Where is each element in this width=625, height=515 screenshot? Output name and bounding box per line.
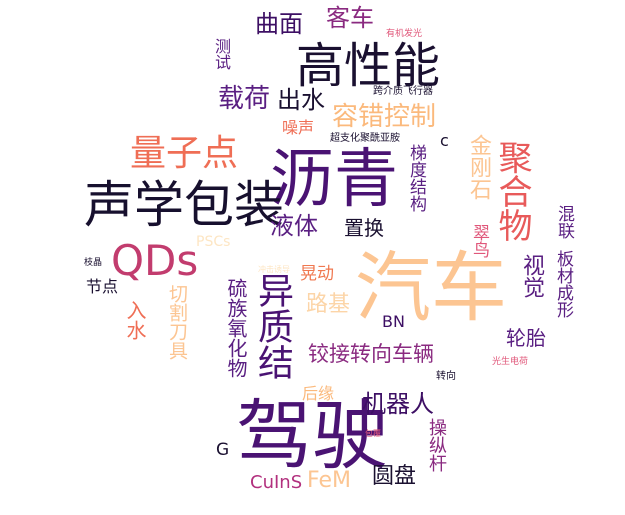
word-fem: FeM [307,468,351,493]
word-shengxue-baozhuang: 声学包装 [84,176,284,234]
word-gaoxingneng: 高性能 [296,38,441,94]
word-tidu-jiegou: 梯度结构 [406,144,426,212]
word-qds: QDs [111,236,199,285]
word-luntai: 轮胎 [506,326,546,350]
word-kuajiezhi-feixingqi: 跨介质飞行器 [373,86,433,97]
word-liuzu-yanghuawu: 硫族氧化物 [224,278,248,378]
word-qiche: 汽车 [355,243,507,332]
word-huangdong: 晃动 [300,264,334,284]
word-luji: 路基 [306,292,351,317]
word-qiege-daoju: 切割刀具 [166,284,188,360]
word-zaosheng: 噪声 [282,118,315,137]
word-yeti: 液体 [270,212,318,240]
word-zaihe: 载荷 [218,84,271,114]
word-jiashi: 驾驶 [236,391,388,480]
word-jiqiren: 机器人 [362,390,434,418]
word-chaozhihua: 超支化聚酰亚胺 [330,133,400,144]
word-jiaojie-zhuanxiang: 铰接转向车辆 [308,342,434,366]
word-rushui: 入水 [123,300,147,340]
word-keche: 客车 [326,4,374,32]
word-houyuan: 后缘 [302,384,335,403]
word-c: c [440,131,449,150]
word-cuiniao: 翠鸟 [469,224,489,258]
word-zhihuan: 置换 [344,216,384,240]
word-baofu: 包覆 [365,429,381,438]
word-bn: BN [382,312,405,331]
word-chongji-youdao: 冲击诱导 [258,265,290,274]
word-zhijing: 枝晶 [84,258,103,268]
word-g: G [216,440,230,460]
word-qumian: 曲面 [255,10,303,38]
word-shijue: 视觉 [519,254,544,298]
word-jingangshi: 金刚石 [466,134,491,200]
word-pscs: PSCs [196,234,231,250]
word-jiedian: 节点 [86,277,119,296]
word-cuins: CuInS [250,472,303,493]
word-yizhijie: 异质结 [252,272,293,380]
word-caozonggan: 操纵杆 [426,418,447,472]
word-chushui: 出水 [277,86,325,114]
word-zhuanxiang: 转向 [436,371,456,382]
word-liangzidian: 量子点 [130,133,239,174]
word-rongcuo-kongzhi: 容错控制 [332,102,437,132]
word-youji-faguang: 有机发光 [386,29,423,39]
word-hunlian: 混联 [554,205,574,239]
word-yuanpan: 圆盘 [372,464,417,489]
word-ceshi: 测试 [212,38,231,70]
word-liqing: 沥青 [270,143,398,217]
word-bancai-chengxing: 板材成形 [553,250,573,318]
word-juhewu: 聚合物 [492,140,532,242]
word-guangsheng-dianhe: 光生电荷 [492,357,529,367]
